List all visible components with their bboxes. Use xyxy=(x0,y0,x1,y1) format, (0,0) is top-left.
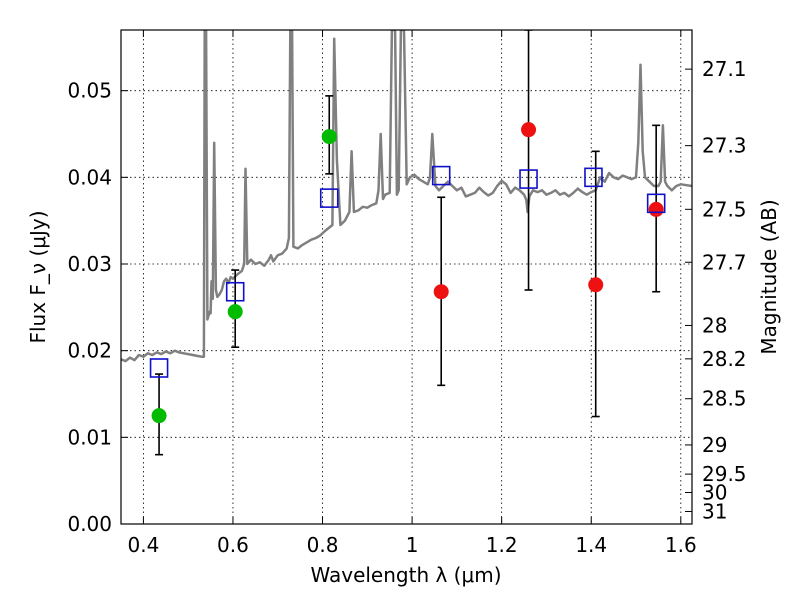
y-tick-label: 0.05 xyxy=(67,79,112,103)
y-axis: 0.00 0.01 0.02 0.03 0.04 0.05 xyxy=(67,79,128,536)
data-point xyxy=(521,122,537,138)
magnitude-tick-label: 28 xyxy=(702,313,727,337)
spectrum-path xyxy=(121,30,692,363)
magnitude-tick-label: 28.5 xyxy=(702,387,747,411)
x-tick-label: 1.6 xyxy=(665,533,697,557)
x-tick-label: 1.4 xyxy=(575,533,607,557)
x-tick-label: 0.8 xyxy=(307,533,339,557)
magnitude-tick-label: 27.5 xyxy=(702,197,747,221)
data-point xyxy=(151,408,167,424)
x-axis-label: Wavelength λ (μm) xyxy=(310,563,501,587)
data-point xyxy=(227,304,243,320)
magnitude-tick-label: 29.5 xyxy=(702,462,747,486)
model-point xyxy=(519,169,538,189)
data-point xyxy=(433,284,449,300)
model-point xyxy=(319,188,339,208)
y-tick-label: 0.02 xyxy=(67,339,112,363)
model-point xyxy=(584,167,603,188)
x-tick-label: 1.2 xyxy=(486,533,518,557)
magnitude-tick-label: 31 xyxy=(702,499,727,523)
spectrum-line xyxy=(121,30,692,363)
model-point xyxy=(646,193,666,214)
y-tick-label: 0.01 xyxy=(67,425,112,449)
magnitude-tick-label: 29 xyxy=(702,433,727,457)
magnitude-tick-label: 27.7 xyxy=(702,250,747,274)
magnitude-axis-label: Magnitude (AB) xyxy=(757,199,781,354)
y-tick-label: 0.04 xyxy=(67,165,112,189)
data-point xyxy=(588,277,604,293)
y-tick-label: 0.03 xyxy=(67,252,112,276)
model-point xyxy=(431,165,451,186)
data-markers xyxy=(149,122,666,424)
model-point xyxy=(225,281,245,302)
plot-frame xyxy=(120,29,693,525)
x-tick-label: 1 xyxy=(406,533,419,557)
magnitude-tick-label: 27.1 xyxy=(702,57,747,81)
y-axis-label: Flux F_ν (μJy) xyxy=(26,210,50,343)
data-point xyxy=(648,201,664,217)
x-tick-label: 0.4 xyxy=(127,533,159,557)
data-point xyxy=(321,129,337,145)
magnitude-tick-label: 27.3 xyxy=(702,134,747,158)
y-tick-label: 0.00 xyxy=(67,512,112,536)
model-point xyxy=(149,358,169,378)
magnitude-tick-label: 30 xyxy=(702,481,727,505)
x-axis: 0.4 0.6 0.8 1 1.2 1.4 1.6 xyxy=(127,30,697,557)
x-tick-label: 0.6 xyxy=(217,533,249,557)
magnitude-tick-label: 28.2 xyxy=(702,347,747,371)
